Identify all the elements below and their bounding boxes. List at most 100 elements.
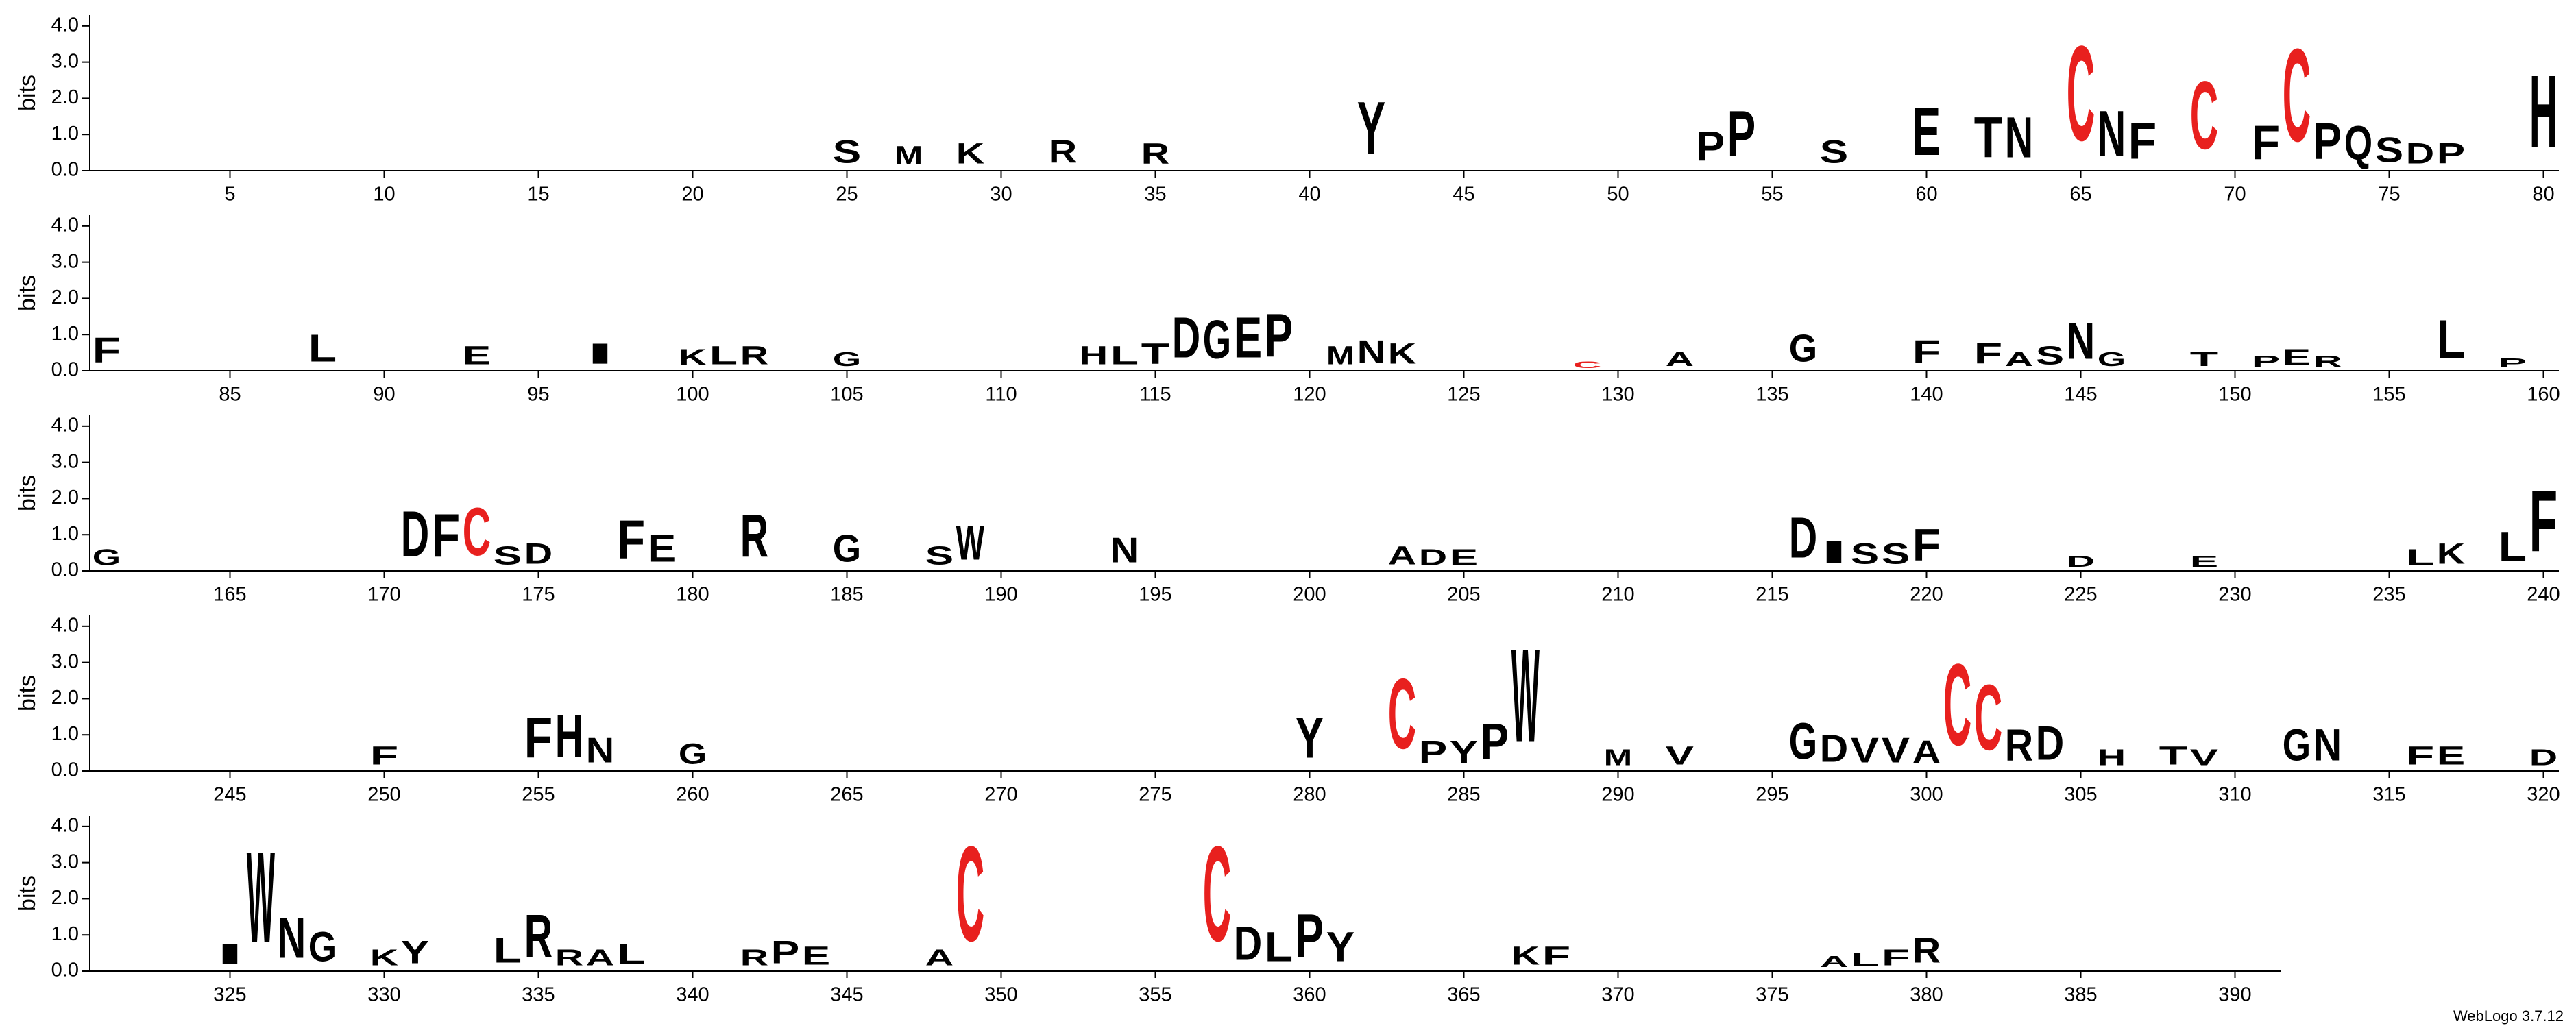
- logo-letter: C: [1573, 359, 1601, 370]
- logo-letter: I: [586, 338, 614, 370]
- logo-letter: C: [1203, 818, 1231, 969]
- x-tick-label: 280: [1293, 784, 1326, 806]
- y-tick-label: 3.0: [51, 250, 79, 272]
- y-tick-label: 4.0: [51, 814, 79, 836]
- x-tick-label: 80: [2532, 184, 2554, 206]
- logo-letter: T: [1141, 337, 1169, 369]
- logo-letter: H: [2529, 55, 2557, 170]
- logo-letter: R: [740, 341, 768, 370]
- x-tick-label: 265: [830, 784, 863, 806]
- logo-letter: L: [308, 328, 337, 371]
- logo-letter: G: [1789, 712, 1817, 770]
- x-tick-label: 345: [830, 984, 863, 1006]
- logo-letter: N: [1110, 530, 1139, 570]
- logo-letter: R: [1912, 931, 1941, 970]
- x-tick-label: 380: [1910, 984, 1943, 1006]
- logo-letter: K: [2437, 537, 2465, 570]
- logo-letter: P: [1419, 734, 1447, 770]
- x-tick-label: 225: [2064, 584, 2097, 606]
- logo-row: bits 0.0 1.0 2.0 3.0 4.0 245 250 255 260 265 270 275…: [14, 614, 2560, 805]
- logo-letter: F: [1542, 941, 1570, 970]
- logo-letter: E: [802, 942, 830, 970]
- logo-letter: D: [2406, 137, 2434, 170]
- logo-letter: R: [740, 501, 768, 570]
- logo-letter: F: [617, 509, 645, 570]
- logo-letter: F: [370, 741, 398, 770]
- x-tick-label: 145: [2064, 384, 2097, 406]
- logo-letter: H: [555, 701, 583, 770]
- logo-letter: Y: [401, 934, 429, 970]
- logo-letter: N: [2313, 720, 2342, 771]
- x-tick-label: 385: [2064, 984, 2097, 1006]
- y-tick-label: 2.0: [51, 86, 79, 108]
- logo-letter: C: [2283, 22, 2311, 170]
- logo-letter: F: [1912, 334, 1941, 370]
- x-tick-label: 185: [830, 584, 863, 606]
- x-tick-label: 255: [522, 784, 555, 806]
- logo-letter: D: [1789, 505, 1817, 570]
- y-tick-label: 2.0: [51, 487, 79, 509]
- logo-letter: E: [2437, 742, 2465, 770]
- y-tick-label: 0.0: [51, 959, 79, 981]
- logo-letter: L: [1851, 949, 1879, 971]
- y-axis-label: bits: [14, 275, 40, 311]
- logo-letter: R: [555, 945, 583, 970]
- x-tick-label: 340: [676, 984, 709, 1006]
- logo-letter: A: [1666, 348, 1694, 370]
- logo-row: bits 0.0 1.0 2.0 3.0 4.0 325 330 335 340 345 350 355…: [14, 814, 2281, 1006]
- logo-letter: R: [524, 901, 552, 970]
- x-tick-label: 240: [2527, 584, 2560, 606]
- logo-letter: K: [1511, 942, 1540, 970]
- logo-letter: G: [833, 349, 861, 371]
- logo-letter: G: [2098, 349, 2126, 371]
- logo-letter: L: [2499, 524, 2527, 570]
- logo-letter: N: [1357, 334, 1385, 370]
- logo-letter: S: [2036, 341, 2064, 370]
- x-tick-label: 230: [2218, 584, 2251, 606]
- x-tick-label: 275: [1139, 784, 1171, 806]
- x-tick-label: 220: [1910, 584, 1943, 606]
- x-tick-label: 390: [2218, 984, 2251, 1006]
- x-tick-label: 130: [1601, 384, 1634, 406]
- logo-letter: D: [1419, 545, 1447, 570]
- x-tick-label: 355: [1139, 984, 1171, 1006]
- logo-letter: L: [1110, 341, 1139, 370]
- x-tick-label: 210: [1601, 584, 1634, 606]
- logo-letter: D: [1172, 305, 1200, 370]
- x-tick-label: 360: [1293, 984, 1326, 1006]
- y-tick-label: 3.0: [51, 50, 79, 72]
- x-tick-label: 250: [367, 784, 400, 806]
- logo-letter: S: [833, 134, 861, 170]
- logo-letter: C: [2067, 17, 2095, 169]
- x-tick-label: 5: [224, 184, 235, 206]
- logo-letter: A: [1820, 953, 1848, 970]
- x-tick-label: 180: [676, 584, 709, 606]
- y-tick-label: 1.0: [51, 523, 79, 545]
- y-tick-label: 4.0: [51, 414, 79, 436]
- x-tick-label: 305: [2064, 784, 2097, 806]
- logo-letter: E: [2190, 552, 2218, 570]
- logo-letter: D: [524, 537, 552, 570]
- logo-letter: N: [2005, 105, 2033, 170]
- x-tick-label: 110: [985, 384, 1017, 406]
- x-tick-label: 170: [367, 584, 400, 606]
- logo-letter: G: [679, 738, 707, 771]
- x-tick-label: 115: [1139, 384, 1171, 406]
- logo-letter: L: [617, 938, 645, 970]
- logo-letter: C: [1388, 658, 1416, 770]
- x-tick-label: 20: [681, 184, 703, 206]
- logo-letter: F: [524, 706, 552, 770]
- logo-letter: L: [709, 341, 738, 370]
- logo-letter: D: [1820, 727, 1848, 771]
- x-tick-label: 200: [1293, 584, 1326, 606]
- x-tick-label: 205: [1447, 584, 1480, 606]
- y-tick-label: 3.0: [51, 650, 79, 672]
- logo-letter: P: [1481, 712, 1509, 770]
- logo-letter: L: [2437, 308, 2465, 370]
- logo-letter: P: [2499, 356, 2527, 370]
- logo-letter: Y: [1296, 705, 1324, 770]
- logo-letter: R: [740, 945, 768, 970]
- logo-letter: F: [2128, 112, 2156, 170]
- x-tick-label: 10: [373, 184, 395, 206]
- logo-letter: N: [278, 905, 306, 970]
